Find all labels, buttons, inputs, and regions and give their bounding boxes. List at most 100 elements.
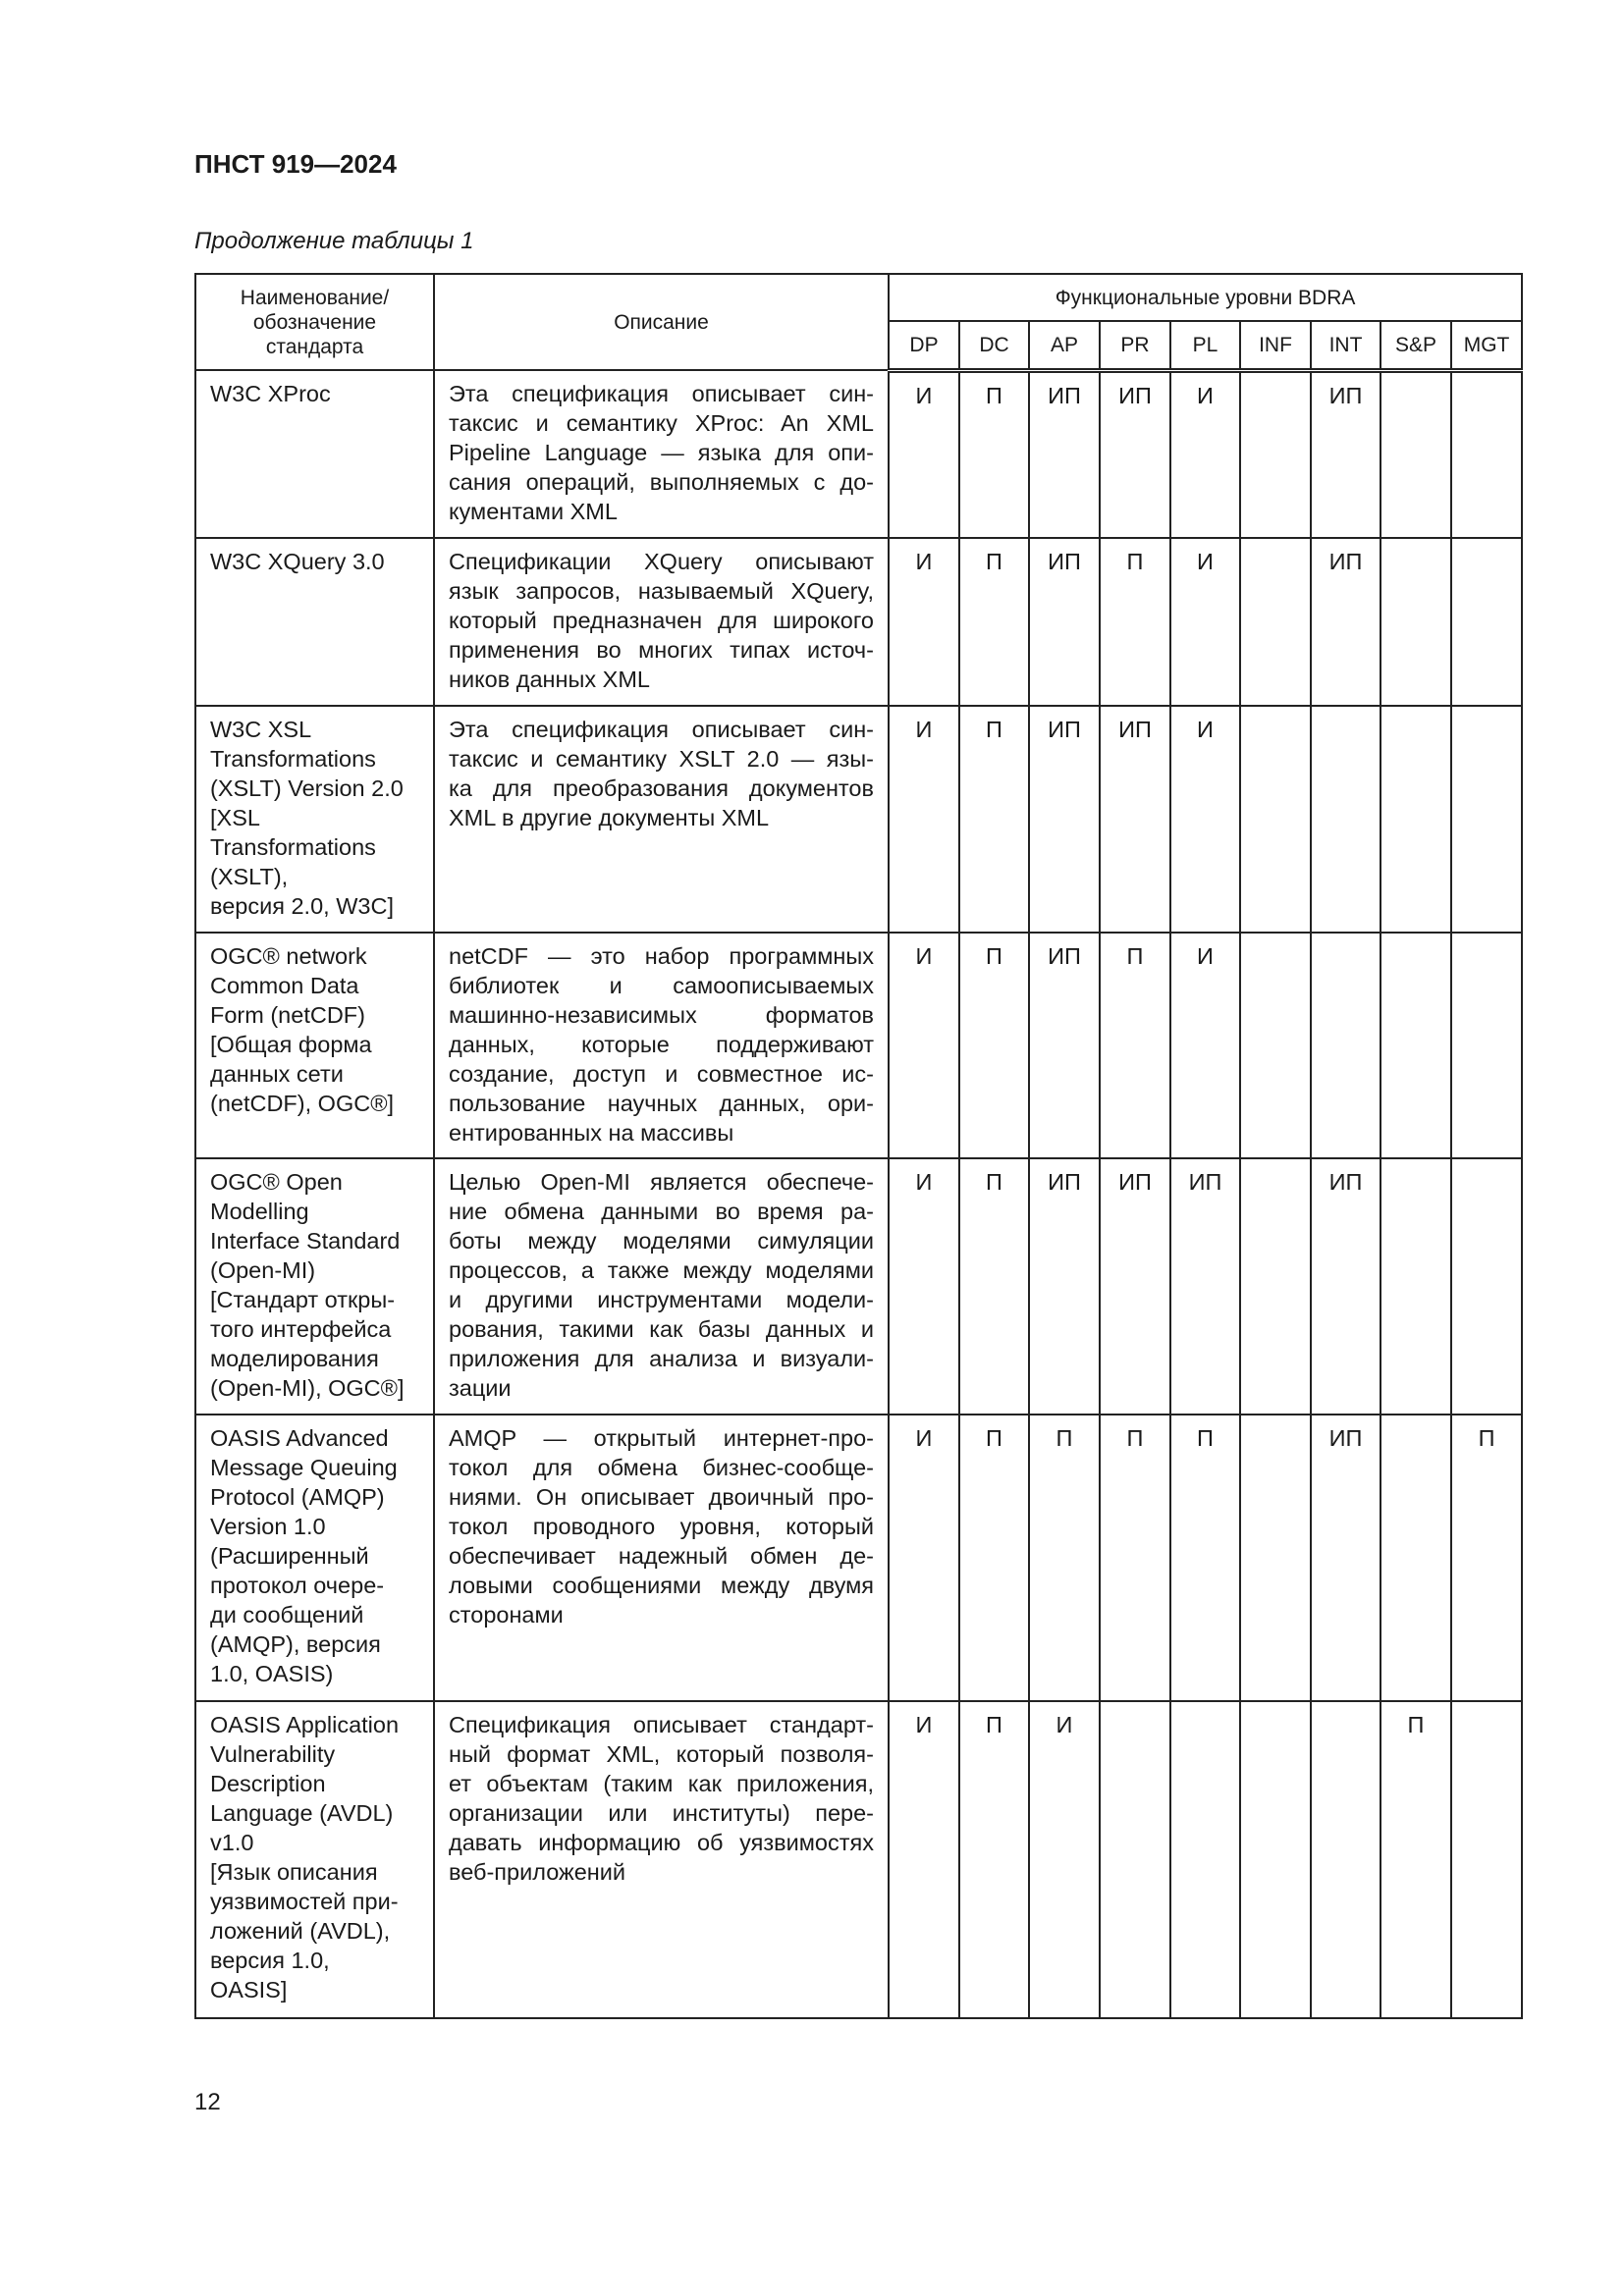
level-cell-inf bbox=[1239, 1414, 1312, 1702]
description-line: зации bbox=[449, 1375, 512, 1401]
level-cell-pr: П bbox=[1099, 932, 1171, 1159]
table-row: W3C XProc Эта спецификация описывает син-… bbox=[194, 369, 1524, 539]
table-row: OGC® network Common Data Form (netCDF) [Общ… bbox=[194, 932, 1524, 1159]
description-line: Спецификация описывает стандарт- bbox=[449, 1712, 874, 1737]
description-line: ниями. Он описывает двоичный про- bbox=[449, 1484, 874, 1510]
name-line: ди сообщений bbox=[210, 1602, 364, 1628]
header-level-pl: PL bbox=[1169, 320, 1241, 373]
level-cell-inf bbox=[1239, 705, 1312, 934]
description-line: сания операций, выполняемых с до- bbox=[449, 469, 874, 495]
name-line: W3C XQuery 3.0 bbox=[210, 549, 385, 574]
level-cell-int bbox=[1310, 705, 1381, 934]
description-line: AMQP — открытый интернет-про- bbox=[449, 1425, 874, 1451]
description-line: таксис и семантику XSLT 2.0 — язы- bbox=[449, 746, 874, 772]
name-line: v1.0 bbox=[210, 1830, 254, 1855]
level-cell-pl: И bbox=[1169, 932, 1241, 1159]
name-line: [Стандарт откры- bbox=[210, 1287, 396, 1312]
description-line: приложения для анализа и визуали- bbox=[449, 1346, 874, 1371]
name-line: (Open-MI), OGC®] bbox=[210, 1375, 405, 1401]
description-line: Эта спецификация описывает син- bbox=[449, 717, 874, 742]
description-line: ловыми сообщениями между двумя bbox=[449, 1573, 874, 1598]
level-cell-pr: П bbox=[1099, 1414, 1171, 1702]
level-cell-dp: И bbox=[888, 932, 960, 1159]
name-line: Version 1.0 bbox=[210, 1514, 326, 1539]
standard-description: Эта спецификация описывает син-таксис и … bbox=[433, 705, 890, 934]
standard-name: W3C XProc bbox=[194, 369, 435, 539]
description-line: боты между моделями симуляции bbox=[449, 1228, 874, 1254]
name-line: Description bbox=[210, 1771, 326, 1796]
description-line: ет объектам (таким как приложения, bbox=[449, 1771, 874, 1796]
description-line: Эта спецификация описывает син- bbox=[449, 381, 874, 406]
level-cell-ap: ИП bbox=[1028, 705, 1101, 934]
name-line: [Общая форма bbox=[210, 1032, 372, 1057]
description-line: таксис и семантику XProc: An XML bbox=[449, 410, 874, 436]
name-line: [XSL bbox=[210, 805, 260, 830]
description-line: ентированных на массивы bbox=[449, 1120, 734, 1146]
level-cell-pr: ИП bbox=[1099, 1157, 1171, 1415]
level-cell-pr: П bbox=[1099, 537, 1171, 707]
name-line: (Open-MI) bbox=[210, 1257, 316, 1283]
level-cell-inf bbox=[1239, 537, 1312, 707]
table-caption: Продолжение таблицы 1 bbox=[194, 228, 474, 254]
table-row: OASIS Application Vulnerability Descriptio… bbox=[194, 1700, 1524, 2019]
description-line: ние обмена данными во время ра- bbox=[449, 1199, 874, 1224]
level-cell-dc: П bbox=[958, 1414, 1030, 1702]
level-cell-pl bbox=[1169, 1700, 1241, 2019]
description-line: netCDF — это набор программных bbox=[449, 943, 874, 969]
level-cell-ap: ИП bbox=[1028, 537, 1101, 707]
description-line: обеспечивает надежный обмен де- bbox=[449, 1543, 874, 1569]
name-line: Language (AVDL) bbox=[210, 1800, 394, 1826]
name-line: версия 1.0, bbox=[210, 1948, 330, 1973]
level-cell-dc: П bbox=[958, 705, 1030, 934]
level-cell-int: ИП bbox=[1310, 537, 1381, 707]
name-line: (netCDF), OGC®] bbox=[210, 1091, 395, 1116]
name-line: того интерфейса bbox=[210, 1316, 392, 1342]
name-line: ложений (AVDL), bbox=[210, 1918, 391, 1944]
header-level-mgt: MGT bbox=[1449, 320, 1524, 373]
header-level-dp: DP bbox=[888, 320, 960, 373]
description-line: данных, которые поддерживают bbox=[449, 1032, 874, 1057]
description-line: и другими инструментами модели- bbox=[449, 1287, 874, 1312]
description-line: веб-приложений bbox=[449, 1859, 626, 1885]
description-line: Pipeline Language — языка для опи- bbox=[449, 440, 874, 465]
description-line: давать информацию об уязвимостях bbox=[449, 1830, 874, 1855]
description-line: токол проводного уровня, который bbox=[449, 1514, 874, 1539]
description-line: язык запросов, называемый XQuery, bbox=[449, 578, 874, 604]
standard-description: netCDF — это набор программных библиотек … bbox=[433, 932, 890, 1159]
header-level-ap: AP bbox=[1028, 320, 1101, 373]
header-description: Описание bbox=[433, 273, 890, 371]
standard-name: W3C XQuery 3.0 bbox=[194, 537, 435, 707]
description-line: Целью Open-MI является обеспече- bbox=[449, 1169, 874, 1195]
level-cell-int: ИП bbox=[1310, 1414, 1381, 1702]
standard-description: Целью Open-MI является обеспече-ние обме… bbox=[433, 1157, 890, 1415]
table-row: W3C XQuery 3.0 Спецификации XQuery описыв… bbox=[194, 537, 1524, 707]
name-line: OASIS Advanced bbox=[210, 1425, 389, 1451]
name-line: протокол очере- bbox=[210, 1573, 385, 1598]
standards-table: Наименование/ обозначение стандарта Опис… bbox=[194, 273, 1524, 2019]
name-line: Transformations bbox=[210, 746, 376, 772]
level-cell-dc: П bbox=[958, 932, 1030, 1159]
name-line: W3C XProc bbox=[210, 381, 331, 406]
name-line: [Язык описания bbox=[210, 1859, 378, 1885]
table-row: OASIS Advanced Message Queuing Protocol (A… bbox=[194, 1414, 1524, 1702]
header-name: Наименование/ обозначение стандарта bbox=[194, 273, 435, 371]
name-line: (XSLT), bbox=[210, 864, 289, 889]
level-cell-pr bbox=[1099, 1700, 1171, 2019]
description-line: машинно-независимых форматов bbox=[449, 1002, 874, 1028]
level-cell-int: ИП bbox=[1310, 369, 1381, 539]
description-line: процессов, а также между моделями bbox=[449, 1257, 874, 1283]
level-cell-dp: И bbox=[888, 1157, 960, 1415]
table-row: OGC® Open Modelling Interface Standard (Ope… bbox=[194, 1157, 1524, 1415]
name-line: Transformations bbox=[210, 834, 376, 860]
level-cell-inf bbox=[1239, 1700, 1312, 2019]
header-level-dc: DC bbox=[958, 320, 1030, 373]
name-line: OASIS Application bbox=[210, 1712, 400, 1737]
level-cell-dp: И bbox=[888, 705, 960, 934]
name-line: Interface Standard bbox=[210, 1228, 401, 1254]
level-cell-ap: ИП bbox=[1028, 1157, 1101, 1415]
description-line: XML в другие документы XML bbox=[449, 805, 770, 830]
level-cell-dc: П bbox=[958, 537, 1030, 707]
page-number: 12 bbox=[194, 2089, 221, 2115]
description-line: сторонами bbox=[449, 1602, 564, 1628]
standard-description: Эта спецификация описывает син-таксис и … bbox=[433, 369, 890, 539]
